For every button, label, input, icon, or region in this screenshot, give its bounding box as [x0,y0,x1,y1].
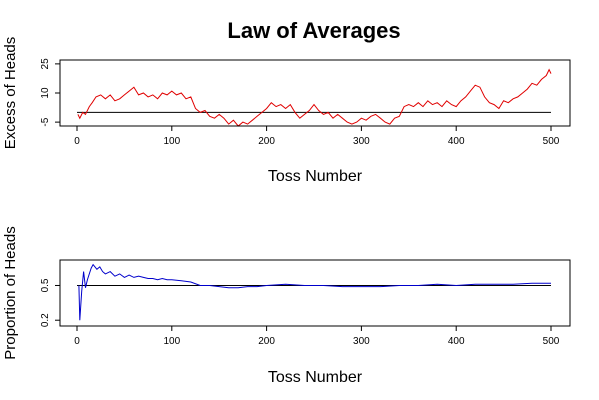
panel-frame [59,259,571,327]
y-tick-label: 0.5 [40,278,51,292]
x-axis: 0 100 200 300 400 500 [74,125,560,147]
series-line [77,68,552,127]
x-tick-label: 100 [163,336,180,347]
x-tick-label: 0 [74,336,80,347]
x-axis-label: Toss Number [268,369,363,386]
x-tick-label: 100 [163,136,180,147]
series-group [78,263,551,321]
x-axis: 0 100 200 300 400 500 [74,325,560,347]
y-tick-label: 0.2 [40,313,51,327]
y-tick-label: 10 [40,87,51,99]
chart-title: Law of Averages [227,18,400,43]
x-tick-label: 400 [448,336,465,347]
y-axis: 0.2 0.5 [40,278,61,327]
y-axis: -5 10 25 [40,58,61,127]
x-tick-label: 500 [543,136,560,147]
panel-frame [59,59,571,127]
excess-of-heads-panel: 0 100 200 300 400 500 -5 10 25 Toss Number Exce… [2,37,571,185]
proportion-of-heads-panel: 0 100 200 300 400 500 0.2 0.5 Toss Number Prop… [2,226,571,386]
series-group [77,68,552,127]
x-tick-label: 200 [258,136,275,147]
x-tick-label: 200 [258,336,275,347]
y-tick-label: -5 [40,117,51,126]
y-axis-label: Proportion of Heads [2,226,19,359]
y-tick-label: 25 [40,58,51,70]
x-axis-label: Toss Number [268,168,363,185]
x-tick-label: 400 [448,136,465,147]
series-line [78,263,551,321]
x-tick-label: 500 [543,336,560,347]
y-axis-label: Excess of Heads [2,37,19,150]
x-tick-label: 300 [353,136,370,147]
x-tick-label: 300 [353,336,370,347]
x-tick-label: 0 [74,136,80,147]
